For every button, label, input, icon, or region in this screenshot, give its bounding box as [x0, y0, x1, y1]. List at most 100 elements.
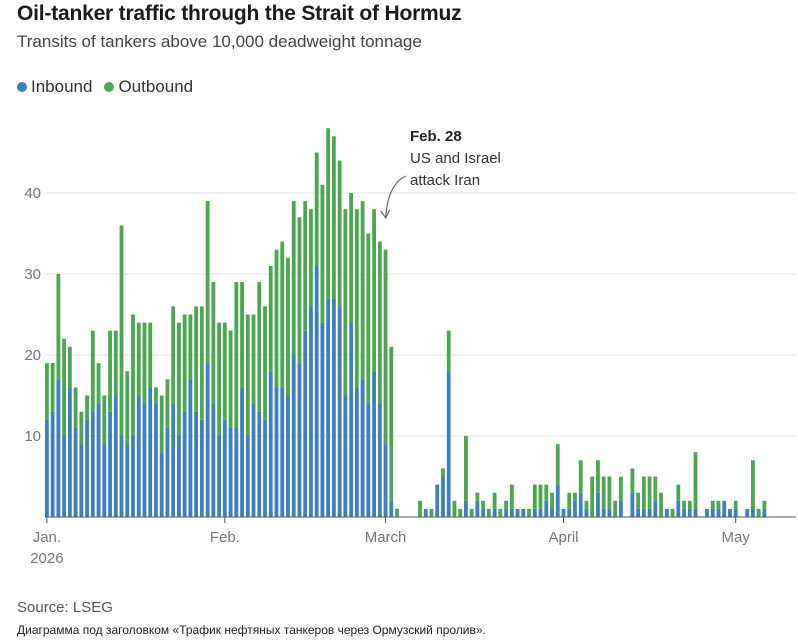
bar-inbound — [509, 508, 514, 517]
bar-outbound — [550, 492, 554, 509]
bar-outbound — [377, 241, 382, 404]
x-tick-label: May — [722, 529, 751, 546]
bar-inbound — [481, 508, 486, 517]
bar-inbound — [159, 452, 164, 517]
bar-outbound — [217, 322, 221, 436]
bar-outbound — [469, 508, 474, 517]
bar-outbound — [762, 500, 767, 509]
bar-outbound — [596, 460, 600, 493]
bar-inbound — [377, 403, 382, 517]
bar-inbound — [728, 508, 732, 517]
bar-inbound — [182, 411, 187, 517]
bar-inbound — [257, 411, 262, 517]
bar-chart: 10 20 30 40 Jan. 2026 Feb. March April May Feb. 28… — [24, 128, 796, 567]
bar-outbound — [194, 306, 199, 412]
bar-outbound — [481, 500, 486, 509]
bar-outbound — [567, 492, 572, 509]
bar-outbound — [205, 201, 210, 364]
bar-inbound — [423, 508, 428, 517]
bar-inbound — [664, 508, 669, 517]
bar-outbound — [498, 508, 503, 517]
bar-inbound — [475, 500, 480, 517]
bar-inbound — [234, 427, 239, 517]
bar-inbound — [619, 500, 623, 517]
bar-inbound — [354, 387, 359, 517]
bar-outbound — [314, 152, 319, 266]
bar-inbound — [148, 387, 153, 517]
bar-outbound — [136, 322, 141, 396]
bar-inbound — [136, 395, 141, 517]
bar-inbound — [607, 508, 612, 517]
bar-outbound — [274, 249, 279, 388]
bar-outbound — [131, 314, 135, 436]
bar-inbound — [383, 444, 388, 517]
bar-inbound — [762, 508, 767, 517]
bar-outbound — [56, 274, 61, 380]
bar-inbound — [389, 500, 394, 517]
bar-outbound — [245, 314, 250, 436]
x-tick-label: April — [548, 529, 578, 546]
bar-outbound — [228, 330, 233, 428]
bar-inbound — [578, 492, 583, 517]
inbound-swatch — [17, 82, 27, 92]
bar-inbound — [337, 306, 342, 517]
bar-outbound — [630, 468, 635, 493]
bar-inbound — [177, 436, 181, 517]
bar-inbound — [515, 508, 520, 517]
bar-inbound — [532, 508, 537, 517]
bar-inbound — [274, 387, 279, 517]
bar-inbound — [113, 395, 118, 517]
bar-outbound — [303, 201, 308, 331]
bar-outbound — [360, 201, 365, 380]
bar-outbound — [159, 395, 164, 453]
bar-inbound — [710, 508, 715, 517]
bar-inbound — [544, 500, 549, 517]
bar-inbound — [538, 508, 543, 517]
bar-outbound — [578, 460, 583, 493]
legend-label-inbound: Inbound — [31, 77, 93, 96]
bar-outbound — [349, 193, 354, 323]
bar-outbound — [119, 225, 124, 436]
bar-outbound — [693, 452, 698, 509]
bar-inbound — [332, 298, 336, 517]
bar-outbound — [320, 184, 325, 323]
bar-inbound — [263, 419, 267, 517]
bar-outbound — [286, 257, 290, 396]
bar-outbound — [756, 508, 761, 517]
bar-outbound — [682, 500, 686, 509]
bar-inbound — [464, 500, 468, 517]
bar-inbound — [85, 419, 89, 517]
bar-inbound — [751, 508, 755, 517]
bar-inbound — [102, 444, 107, 517]
bar-inbound — [687, 508, 692, 517]
bar-outbound — [366, 233, 371, 404]
bar-inbound — [73, 427, 78, 517]
bar-outbound — [458, 508, 463, 517]
bar-inbound — [584, 508, 589, 517]
bar-inbound — [142, 403, 147, 517]
bar-outbound — [268, 265, 273, 372]
bar-inbound — [326, 298, 331, 517]
bar-outbound — [108, 330, 112, 412]
bar-inbound — [240, 387, 244, 517]
bar-inbound — [297, 363, 302, 517]
bar-outbound — [125, 371, 130, 445]
bar-inbound — [446, 371, 451, 517]
bar-outbound — [464, 436, 468, 501]
bar-outbound — [142, 322, 147, 404]
bar-inbound — [222, 419, 227, 517]
bar-outbound — [165, 379, 170, 428]
legend: Inbound Outbound — [17, 77, 193, 97]
bar-outbound — [62, 338, 67, 436]
y-tick-label: 10 — [24, 428, 41, 445]
bar-inbound — [309, 306, 313, 517]
bar-inbound — [119, 436, 124, 517]
bar-outbound — [326, 128, 331, 299]
bar-inbound — [441, 476, 445, 517]
bar-inbound — [90, 411, 95, 517]
chart-subtitle: Transits of tankers above 10,000 deadwei… — [17, 32, 422, 51]
bar-outbound — [641, 476, 646, 509]
bar-outbound — [607, 476, 612, 509]
bar-outbound — [544, 484, 549, 501]
bar-inbound — [205, 363, 210, 517]
